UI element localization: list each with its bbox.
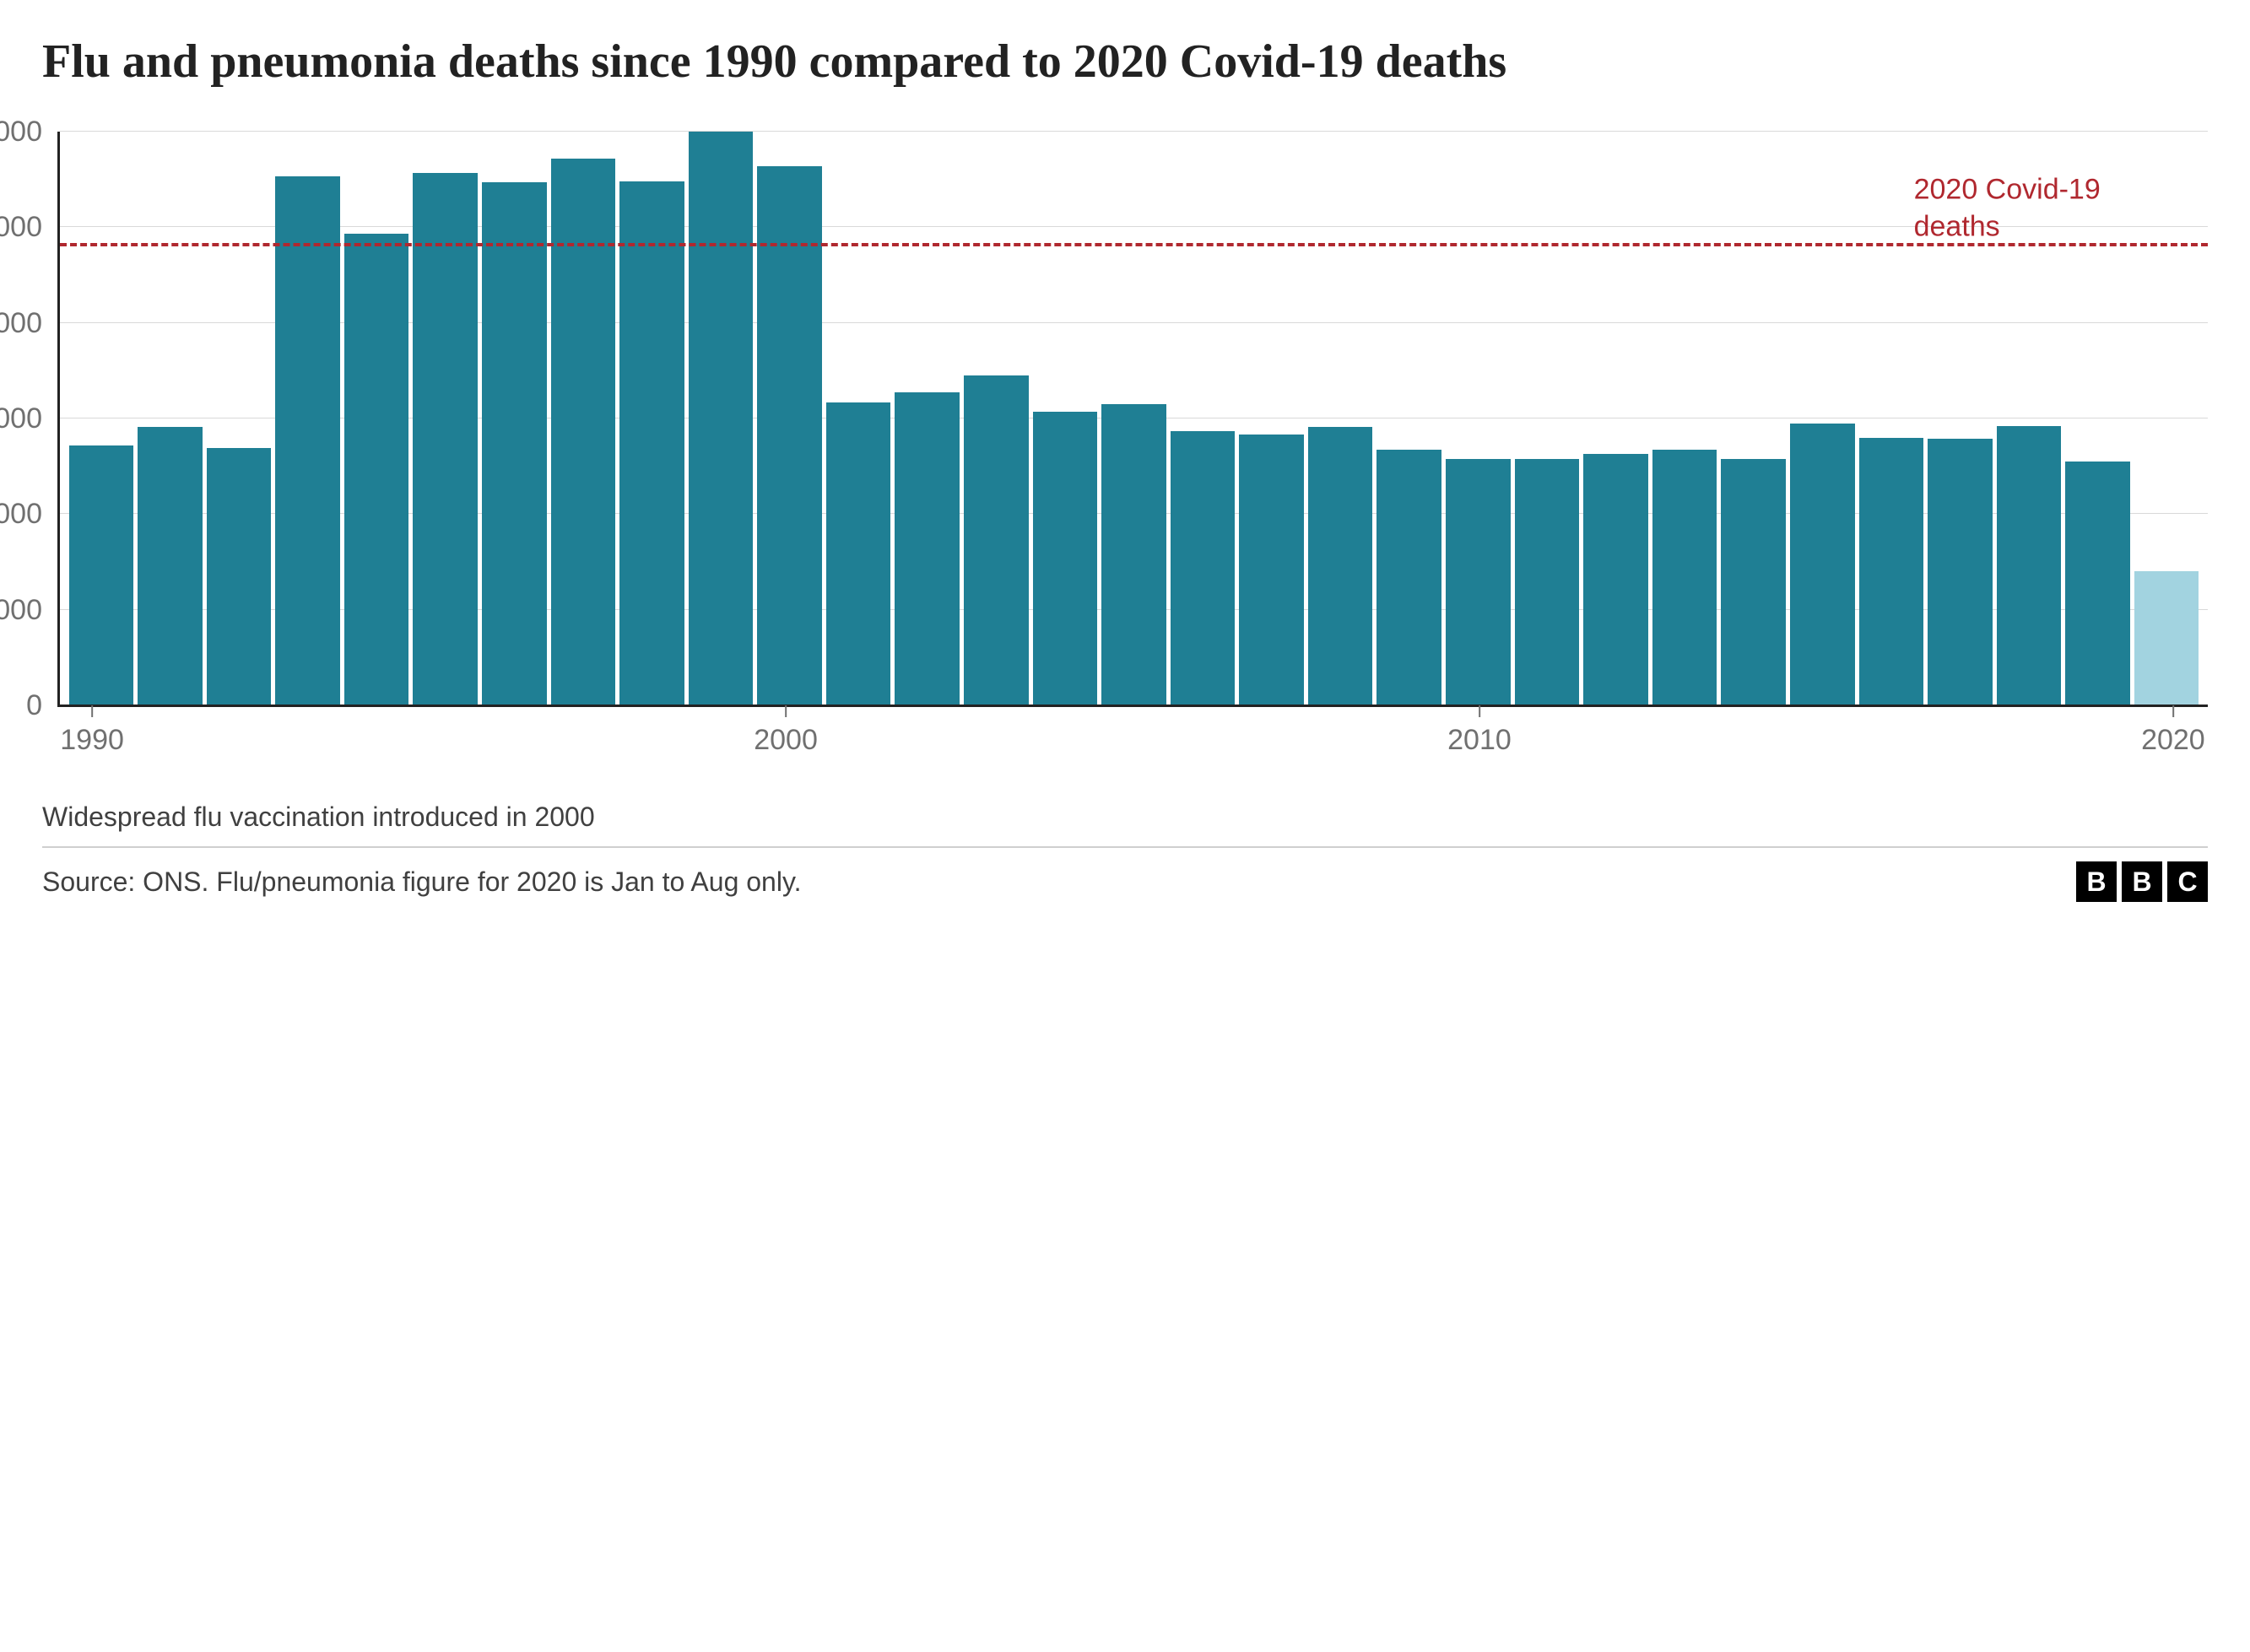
x-tick: 2000 [754,705,818,757]
bar-slot [1100,132,1169,705]
chart-title: Flu and pneumonia deaths since 1990 comp… [42,34,2208,89]
bar-slot [479,132,549,705]
bar-slot [2132,132,2201,705]
bar-slot [1512,132,1582,705]
bar [207,448,272,705]
bar [1171,431,1236,705]
bar-slot [136,132,205,705]
bars [60,132,2208,705]
bar [1446,459,1511,705]
bar [1239,435,1304,705]
bar [344,234,409,705]
bar [69,445,134,705]
bbc-logo-box: B [2076,861,2117,902]
bar [1790,424,1855,705]
x-tick-mark [785,705,787,717]
bar-slot [1168,132,1237,705]
bar [1997,426,2062,705]
bbc-logo-box: B [2122,861,2162,902]
bar [689,132,754,705]
bar [138,427,203,705]
bar [1928,439,1993,705]
y-axis: 60,00050,00040,00030,00020,00010,0000 [42,132,57,705]
x-tick: 1990 [60,705,124,757]
bar-slot [549,132,618,705]
bar [619,181,684,705]
x-tick: 2010 [1447,705,1512,757]
x-tick-label: 2020 [2141,724,2205,757]
x-tick: 2020 [2141,705,2205,757]
bar-slot [893,132,962,705]
bar-slot [67,132,136,705]
x-tick-mark [2172,705,2174,717]
bar [2065,462,2130,705]
bar [1033,412,1098,705]
bar-slot [342,132,411,705]
bar [1859,438,1924,705]
bbc-logo-box: C [2167,861,2208,902]
bar-slot [1650,132,1719,705]
plot-area: 2020 Covid-19deaths [57,132,2208,705]
bar-slot [1444,132,1513,705]
bar-slot [755,132,825,705]
bar-slot [1994,132,2063,705]
bar [1308,427,1373,705]
bar-slot [1030,132,1100,705]
bar-slot [1857,132,1926,705]
bar [275,176,340,705]
x-tick-label: 2010 [1447,724,1512,757]
bar-slot [1719,132,1788,705]
chart-footer: Source: ONS. Flu/pneumonia figure for 20… [42,846,2208,902]
bar-slot [2063,132,2133,705]
chart-note: Widespread flu vaccination introduced in… [42,802,2208,833]
bar-slot [1582,132,1651,705]
bar-slot [962,132,1031,705]
bar-slot [618,132,687,705]
bar-slot [411,132,480,705]
bar [2134,571,2199,705]
bar-slot [1306,132,1375,705]
bar [1652,450,1717,705]
bar-slot [824,132,893,705]
bar [1377,450,1441,705]
bar-slot [204,132,273,705]
bar [964,375,1029,705]
bar [757,166,822,705]
bar-slot [1375,132,1444,705]
bar [895,392,960,705]
x-tick-mark [91,705,93,717]
bar [826,402,891,705]
bar [1101,404,1166,705]
bar [1583,454,1648,705]
bar-slot [686,132,755,705]
bar-slot [1237,132,1306,705]
x-tick-label: 2000 [754,724,818,757]
chart-container: Flu and pneumonia deaths since 1990 comp… [0,0,2250,927]
bbc-logo: BBC [2076,861,2208,902]
bar [1515,459,1580,705]
plot-wrap: 60,00050,00040,00030,00020,00010,0000 20… [42,132,2208,781]
bar [551,159,616,705]
bar-slot [1788,132,1857,705]
x-axis: 1990 2000 2010 2020 [57,705,2208,781]
plot: 60,00050,00040,00030,00020,00010,0000 20… [42,132,2208,705]
bar [482,182,547,705]
chart-source: Source: ONS. Flu/pneumonia figure for 20… [42,866,801,898]
x-tick-mark [1479,705,1480,717]
bar-slot [1926,132,1995,705]
bar-slot [273,132,343,705]
bar [1721,459,1786,705]
bar [413,173,478,705]
x-tick-label: 1990 [60,724,124,757]
